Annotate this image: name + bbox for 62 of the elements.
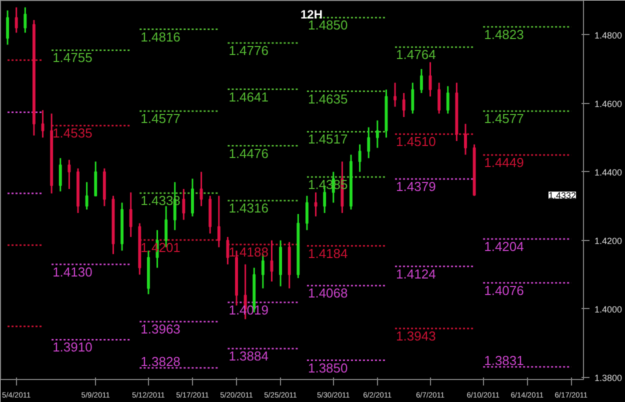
series-label: 1.4188 — [228, 244, 268, 260]
series-label: 1.4510 — [396, 134, 436, 150]
candlestick — [58, 157, 62, 192]
candlestick — [14, 6, 18, 34]
series-label: 1.4476 — [228, 146, 268, 161]
series-label: 1.4535 — [52, 126, 92, 141]
y-tick-label: 1.3800 — [594, 372, 622, 383]
series-label: 1.4068 — [308, 286, 348, 301]
y-tick-label: 1.4400 — [594, 167, 622, 178]
series-label: 1.3831 — [484, 352, 524, 368]
series-label: 1.3963 — [140, 322, 180, 337]
candlestick — [85, 181, 88, 210]
candlestick — [438, 82, 441, 114]
series-label: 1.4204 — [484, 239, 524, 254]
series-label: 1.4517 — [308, 132, 348, 147]
annotation: 1.4332 — [548, 190, 576, 201]
y-tick-label: 1.4000 — [594, 304, 622, 314]
candlestick — [182, 188, 186, 221]
series-label: 1.3884 — [228, 348, 268, 364]
series-label: 1.3828 — [140, 354, 180, 369]
series-label: 1.4184 — [308, 246, 348, 261]
series-label: 1.3910 — [52, 340, 92, 355]
y-tick-label: 1.4600 — [594, 98, 622, 109]
candlestick — [358, 144, 362, 173]
candlestick — [411, 82, 414, 114]
series-label: 1.4816 — [140, 29, 180, 44]
candlestick — [314, 192, 318, 218]
series-label: 1.4577 — [140, 111, 180, 126]
series-label: 1.4755 — [52, 50, 92, 66]
series-label: 1.4764 — [396, 47, 436, 62]
candlestick — [68, 159, 71, 190]
candlestick — [217, 195, 220, 248]
candlestick — [376, 120, 379, 149]
candlestick — [6, 10, 10, 46]
series-label: 1.4076 — [484, 282, 524, 298]
candlestick — [420, 68, 423, 94]
series-label: 1.3850 — [308, 360, 348, 376]
candlestick — [446, 85, 450, 114]
candlestick — [402, 92, 406, 118]
series-label: 1.4577 — [484, 111, 524, 126]
y-tick-label: 1.4800 — [594, 30, 622, 40]
series-label: 1.4641 — [228, 89, 268, 104]
candlestick — [94, 160, 98, 197]
series-label: 1.4124 — [396, 266, 436, 282]
series-label: 1.4449 — [484, 155, 524, 170]
series-label: 1.4379 — [396, 179, 436, 194]
series-label: 1.4130 — [52, 264, 92, 280]
series-label: 1.4823 — [484, 26, 524, 42]
series-label: 1.3943 — [396, 328, 436, 344]
series-label: 1.4776 — [228, 42, 268, 58]
series-label: 1.4316 — [228, 200, 268, 216]
candlestick — [394, 82, 397, 108]
candlestick — [200, 171, 203, 207]
y-tick-label: 1.4200 — [594, 236, 622, 246]
candlestick — [464, 123, 467, 156]
candlestick — [226, 236, 230, 266]
candlestick — [191, 178, 194, 218]
candlestick — [24, 6, 27, 34]
candlestick — [129, 192, 132, 238]
candlestick — [367, 126, 370, 159]
candlestick — [306, 195, 308, 231]
series-label: 1.4635 — [308, 91, 348, 106]
